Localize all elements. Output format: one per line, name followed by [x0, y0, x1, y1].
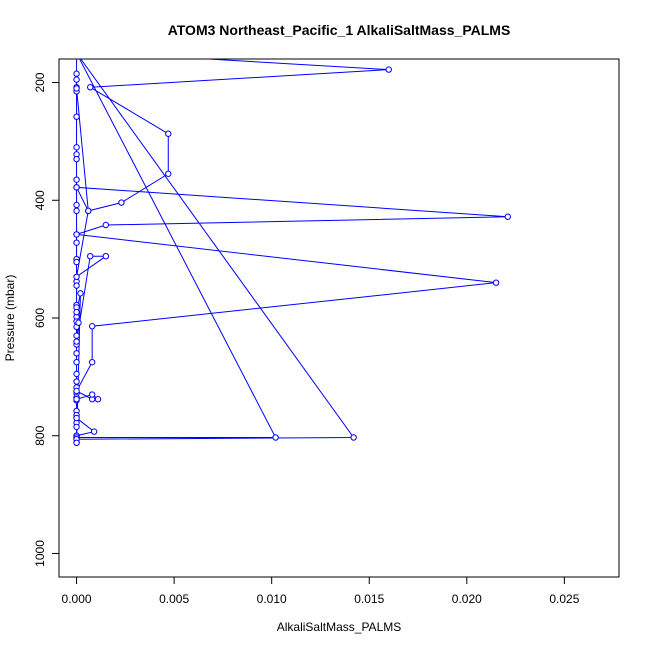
- data-point: [87, 252, 94, 260]
- data-point: [73, 282, 80, 289]
- data-point: [73, 258, 80, 266]
- data-point: [165, 170, 172, 177]
- data-point: [73, 414, 80, 422]
- x-tick-label: 0.010: [257, 592, 287, 606]
- data-point: [73, 184, 80, 191]
- data-point: [88, 323, 96, 330]
- y-tick-label: 600: [33, 308, 47, 328]
- chart-title: ATOM3 Northeast_Pacific_1 AlkaliSaltMass…: [168, 22, 511, 38]
- y-tick-label: 1000: [33, 540, 47, 567]
- data-point: [118, 199, 125, 206]
- data-point: [73, 113, 80, 120]
- data-point: [105, 50, 110, 55]
- data-point: [75, 319, 82, 326]
- data-point: [504, 213, 511, 220]
- data-point: [73, 338, 80, 345]
- data-point: [87, 84, 94, 91]
- data-point: [102, 221, 110, 229]
- data-point: [88, 358, 96, 366]
- data-point: [73, 70, 80, 77]
- data-point: [73, 176, 80, 183]
- data-point: [90, 428, 98, 435]
- data-point: [492, 279, 500, 286]
- data-point: [73, 370, 80, 378]
- x-tick-label: 0.025: [549, 592, 579, 606]
- y-tick-label: 800: [33, 425, 47, 445]
- data-point: [77, 290, 84, 297]
- data-point: [73, 378, 80, 385]
- data-point: [350, 434, 357, 441]
- data-point: [73, 239, 80, 246]
- data-point: [73, 207, 80, 215]
- data-point: [74, 50, 79, 55]
- series-0: [73, 50, 511, 446]
- data-point: [74, 50, 79, 55]
- data-point: [73, 144, 80, 151]
- data-point: [165, 130, 172, 137]
- x-tick-label: 0.000: [62, 592, 92, 606]
- series-layer: [73, 50, 511, 446]
- data-point: [73, 231, 80, 238]
- y-tick-label: 200: [33, 72, 47, 92]
- plot-area: [58, 58, 620, 578]
- x-axis: 0.000 0.005 0.010 0.015 0.020 0.025: [62, 576, 580, 606]
- y-axis-label: Pressure (mbar): [3, 275, 17, 362]
- data-point: [73, 439, 80, 446]
- data-point: [74, 50, 79, 55]
- data-point: [73, 387, 80, 395]
- data-point: [88, 391, 96, 398]
- x-axis-label: AlkaliSaltMass_PALMS: [277, 620, 402, 634]
- data-point: [102, 252, 110, 260]
- x-tick-label: 0.005: [159, 592, 189, 606]
- data-point: [73, 76, 80, 83]
- data-point: [73, 155, 80, 163]
- data-point: [94, 396, 102, 403]
- data-point: [73, 358, 80, 366]
- data-point: [385, 66, 392, 73]
- data-point: [73, 85, 80, 92]
- data-point: [272, 434, 279, 441]
- y-tick-label: 400: [33, 190, 47, 210]
- data-point: [73, 201, 80, 209]
- data-point: [73, 332, 80, 339]
- data-point: [73, 423, 80, 431]
- data-point: [73, 273, 80, 280]
- data-point: [74, 50, 79, 55]
- x-tick-label: 0.020: [452, 592, 482, 606]
- x-tick-label: 0.015: [354, 592, 384, 606]
- data-point: [73, 350, 80, 357]
- series-line: [75, 59, 508, 443]
- y-axis: 200 400 600 800 1000: [33, 72, 60, 567]
- data-point: [73, 308, 80, 316]
- data-point: [74, 50, 79, 55]
- data-point: [85, 207, 92, 215]
- data-point: [73, 396, 80, 403]
